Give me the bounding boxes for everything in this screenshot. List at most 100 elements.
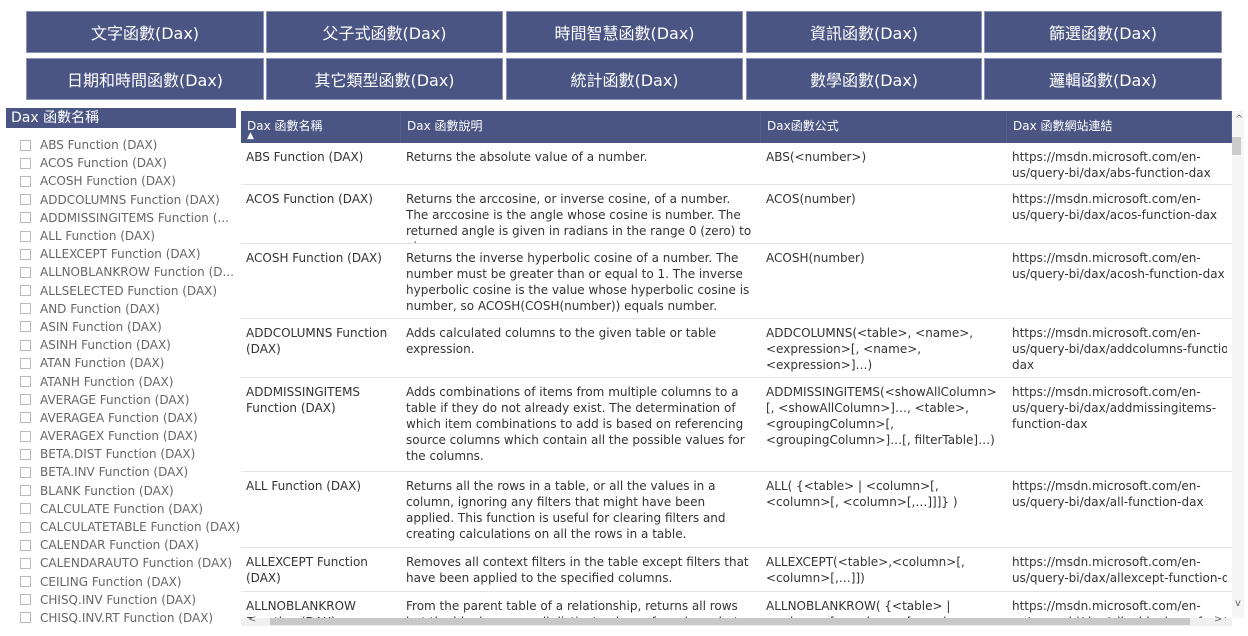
nav-button[interactable]: 統計函數(Dax) <box>506 58 743 100</box>
link-text[interactable]: https://msdn.microsoft.com/en- <box>1012 599 1201 613</box>
table-row: ADDMISSINGITEMS Function (DAX) Adds combi… <box>241 378 1232 472</box>
link-text[interactable]: https://msdn.microsoft.com/en- <box>1012 326 1201 340</box>
slicer-item[interactable]: ACOS Function (DAX) <box>20 154 240 172</box>
cell-link: https://msdn.microsoft.com/en-us/query-b… <box>1007 244 1232 318</box>
checkbox[interactable] <box>20 394 31 406</box>
checkbox[interactable] <box>20 321 31 333</box>
checkbox[interactable] <box>20 612 31 624</box>
slicer-item-label: ADDMISSINGITEMS Function (... <box>40 210 229 225</box>
checkbox[interactable] <box>20 230 31 242</box>
checkbox[interactable] <box>20 557 31 569</box>
slicer-item[interactable]: ADDCOLUMNS Function (DAX) <box>20 191 240 209</box>
checkbox[interactable] <box>20 157 31 169</box>
column-header[interactable]: Dax 函數說明 <box>401 111 761 143</box>
link-text[interactable]: us/query-bi/dax/acosh-function-dax <box>1012 267 1225 281</box>
slicer-item[interactable]: AVERAGEA Function (DAX) <box>20 409 240 427</box>
checkbox[interactable] <box>20 139 31 151</box>
slicer-item[interactable]: CALENDAR Function (DAX) <box>20 536 240 554</box>
link-text[interactable]: function-dax <box>1012 417 1088 431</box>
checkbox[interactable] <box>20 212 31 224</box>
nav-button[interactable]: 文字函數(Dax) <box>26 11 264 53</box>
slicer-item[interactable]: BETA.INV Function (DAX) <box>20 463 240 481</box>
link-text[interactable]: https://msdn.microsoft.com/en- <box>1012 251 1201 265</box>
checkbox[interactable] <box>20 412 31 424</box>
checkbox[interactable] <box>20 539 31 551</box>
slicer-item[interactable]: ALL Function (DAX) <box>20 227 240 245</box>
column-header[interactable]: Dax函數公式 <box>761 111 1007 143</box>
slicer-item[interactable]: ATAN Function (DAX) <box>20 354 240 372</box>
nav-button[interactable]: 篩選函數(Dax) <box>984 11 1222 53</box>
checkbox[interactable] <box>20 430 31 442</box>
nav-button[interactable]: 時間智慧函數(Dax) <box>506 11 743 53</box>
nav-button[interactable]: 邏輯函數(Dax) <box>984 58 1222 100</box>
link-text[interactable]: dax <box>1012 358 1035 372</box>
scroll-up-arrow[interactable]: ^ <box>1235 114 1244 125</box>
link-text[interactable]: https://msdn.microsoft.com/en- <box>1012 479 1201 493</box>
slicer-item[interactable]: CEILING Function (DAX) <box>20 573 240 591</box>
link-text[interactable]: us/query-bi/dax/allexcept-function-dax <box>1012 571 1227 585</box>
slicer-item[interactable]: CHISQ.INV Function (DAX) <box>20 591 240 609</box>
scroll-down-arrow[interactable]: v <box>1235 598 1241 609</box>
column-header-label: Dax 函數說明 <box>407 119 483 133</box>
slicer-item-label: ALLNOBLANKROW Function (D... <box>40 265 234 280</box>
link-text[interactable]: us/query-bi/dax/all-function-dax <box>1012 495 1204 509</box>
link-text[interactable]: https://msdn.microsoft.com/en- <box>1012 150 1201 164</box>
horizontal-scroll-thumb[interactable] <box>270 618 1190 625</box>
checkbox[interactable] <box>20 521 31 533</box>
slicer-item[interactable]: ASIN Function (DAX) <box>20 318 240 336</box>
link-text[interactable]: https://msdn.microsoft.com/en- <box>1012 385 1201 399</box>
link-text[interactable]: us/query-bi/dax/abs-function-dax <box>1012 166 1211 180</box>
vertical-scroll-thumb[interactable] <box>1232 137 1241 155</box>
slicer-item[interactable]: AVERAGEX Function (DAX) <box>20 427 240 445</box>
slicer-item[interactable]: BETA.DIST Function (DAX) <box>20 445 240 463</box>
slicer-item[interactable]: CALCULATE Function (DAX) <box>20 500 240 518</box>
link-text[interactable]: https://msdn.microsoft.com/en- <box>1012 192 1201 206</box>
slicer-item[interactable]: ALLSELECTED Function (DAX) <box>20 282 240 300</box>
cell-function-name: ACOS Function (DAX) <box>246 192 373 206</box>
nav-button[interactable]: 其它類型函數(Dax) <box>266 58 503 100</box>
checkbox[interactable] <box>20 466 31 478</box>
link-text[interactable]: us/query-bi/dax/addmissingitems- <box>1012 401 1217 415</box>
link-text[interactable]: us/query-bi/dax/addcolumns-function- <box>1012 342 1227 356</box>
nav-button[interactable]: 數學函數(Dax) <box>746 58 982 100</box>
checkbox[interactable] <box>20 285 31 297</box>
slicer-item[interactable]: ABS Function (DAX) <box>20 136 240 154</box>
checkbox[interactable] <box>20 485 31 497</box>
checkbox[interactable] <box>20 303 31 315</box>
vertical-scrollbar[interactable] <box>1232 111 1244 618</box>
column-header[interactable]: Dax 函數名稱 ▲ <box>241 111 401 143</box>
slicer-list: ABS Function (DAX) ACOS Function (DAX) ACO… <box>20 136 240 627</box>
slicer-item[interactable]: ADDMISSINGITEMS Function (... <box>20 209 240 227</box>
slicer-item[interactable]: ALLEXCEPT Function (DAX) <box>20 245 240 263</box>
slicer-item[interactable]: CALCULATETABLE Function (DAX) <box>20 518 240 536</box>
checkbox[interactable] <box>20 448 31 460</box>
link-text[interactable]: us/query-bi/dax/allnoblankrow-function-d… <box>1012 614 1227 618</box>
slicer-item[interactable]: AND Function (DAX) <box>20 300 240 318</box>
slicer-item[interactable]: CHISQ.INV.RT Function (DAX) <box>20 609 240 627</box>
checkbox[interactable] <box>20 594 31 606</box>
slicer-item[interactable]: ALLNOBLANKROW Function (D... <box>20 263 240 281</box>
checkbox[interactable] <box>20 194 31 206</box>
checkbox[interactable] <box>20 376 31 388</box>
checkbox[interactable] <box>20 266 31 278</box>
nav-button[interactable]: 日期和時間函數(Dax) <box>26 58 264 100</box>
slicer-item[interactable]: AVERAGE Function (DAX) <box>20 391 240 409</box>
link-text[interactable]: us/query-bi/dax/acos-function-dax <box>1012 208 1218 222</box>
column-header[interactable]: Dax 函數網站連結 <box>1007 111 1232 143</box>
nav-button[interactable]: 父子式函數(Dax) <box>266 11 503 53</box>
link-text[interactable]: https://msdn.microsoft.com/en- <box>1012 555 1201 569</box>
checkbox[interactable] <box>20 175 31 187</box>
nav-button[interactable]: 資訊函數(Dax) <box>746 11 982 53</box>
scroll-right-arrow[interactable]: > <box>1214 614 1223 625</box>
checkbox[interactable] <box>20 576 31 588</box>
slicer-item[interactable]: ATANH Function (DAX) <box>20 372 240 390</box>
slicer-item[interactable]: CALENDARAUTO Function (DAX) <box>20 554 240 572</box>
checkbox[interactable] <box>20 357 31 369</box>
slicer-item[interactable]: ACOSH Function (DAX) <box>20 172 240 190</box>
checkbox[interactable] <box>20 248 31 260</box>
checkbox[interactable] <box>20 503 31 515</box>
slicer-item[interactable]: BLANK Function (DAX) <box>20 482 240 500</box>
slicer-item[interactable]: ASINH Function (DAX) <box>20 336 240 354</box>
checkbox[interactable] <box>20 339 31 351</box>
scroll-left-arrow[interactable]: < <box>248 614 257 625</box>
